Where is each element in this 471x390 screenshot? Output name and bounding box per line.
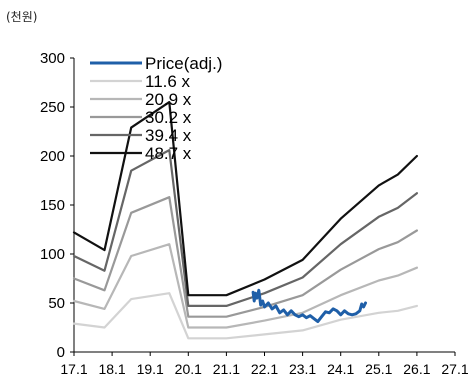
y-tick-label: 100	[40, 246, 65, 263]
legend-label: 11.6 x	[145, 72, 191, 91]
x-tick-label: 27.1	[441, 361, 468, 377]
x-tick-label: 18.1	[98, 361, 125, 377]
legend-label: 39.4 x	[145, 126, 192, 145]
y-tick-label: 0	[57, 344, 65, 361]
series-line-30-2-x	[72, 196, 418, 318]
x-tick-label: 23.1	[289, 361, 316, 377]
series-line-48-7-x	[72, 101, 418, 297]
series-line-11-6-x	[72, 292, 418, 340]
y-tick-label: 150	[40, 197, 65, 214]
x-tick-label: 17.1	[60, 361, 87, 377]
x-tick-label: 25.1	[365, 361, 392, 377]
legend-label: 30.2 x	[145, 108, 192, 127]
series-line-20-9-x	[72, 243, 418, 329]
series-line-price-adj	[251, 288, 367, 324]
x-tick-label: 22.1	[251, 361, 278, 377]
y-tick-label: 300	[40, 50, 65, 67]
series-line-39-4-x	[72, 149, 418, 307]
y-tick-label: 50	[48, 295, 65, 312]
x-tick-label: 26.1	[403, 361, 430, 377]
legend-label: 20.9 x	[145, 90, 192, 109]
legend-label: Price(adj.)	[145, 54, 222, 73]
y-tick-label: 200	[40, 148, 65, 165]
x-tick-label: 19.1	[137, 361, 164, 377]
legend-label: 48.7 x	[145, 144, 192, 163]
x-tick-label: 20.1	[175, 361, 202, 377]
y-tick-label: 250	[40, 99, 65, 116]
x-tick-label: 24.1	[327, 361, 354, 377]
x-tick-label: 21.1	[213, 361, 240, 377]
unit-label: (천원)	[6, 10, 38, 24]
